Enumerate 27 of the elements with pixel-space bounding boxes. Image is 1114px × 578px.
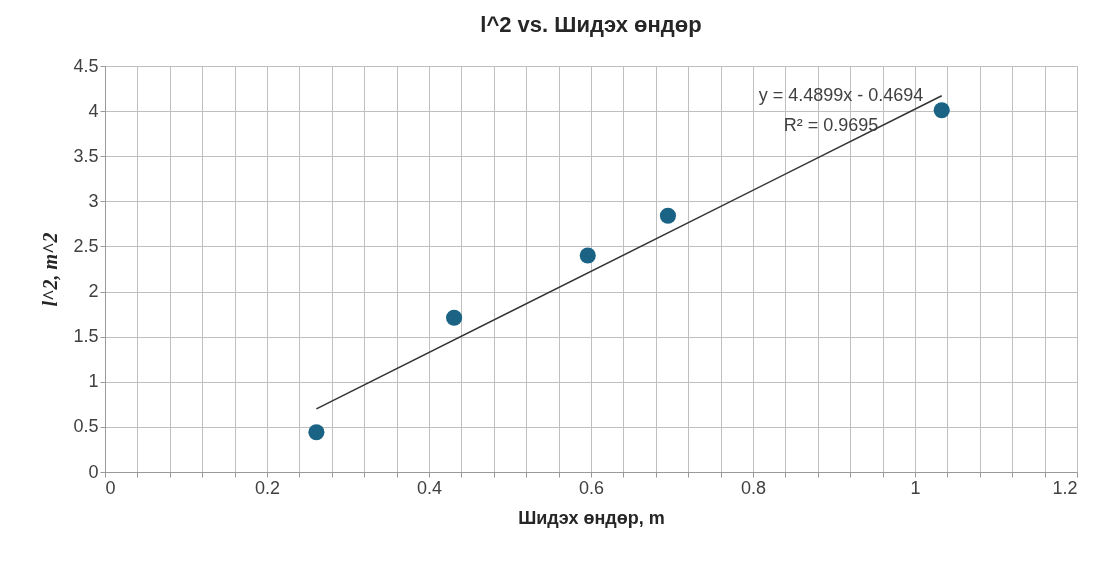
point — [308, 424, 325, 441]
chart-title: l^2 vs. Шидэх өндөр — [480, 12, 702, 37]
y-tick-label: 1.5 — [73, 326, 99, 347]
annotation: R² = 0.9695 — [783, 115, 879, 135]
x-tick-label: 0.4 — [416, 477, 443, 498]
y-tick-label: 4.5 — [73, 55, 99, 76]
x-tick-label: 1 — [910, 477, 921, 498]
y-tick-label: 1 — [88, 371, 99, 392]
point — [933, 102, 950, 119]
y-tick-label: 3 — [88, 190, 99, 211]
y-tick-label: 3.5 — [73, 145, 99, 166]
point — [579, 247, 596, 264]
annotation: y = 4.4899x - 0.4694 — [758, 85, 924, 105]
x-tick-label: 0.8 — [740, 477, 767, 498]
point — [446, 309, 463, 326]
y-tick-label: 2.5 — [73, 235, 99, 256]
x-tick-label: 1.2 — [1052, 477, 1078, 498]
y-tick-label: 0 — [88, 461, 99, 482]
x-tick-label: 0.6 — [578, 477, 605, 498]
point — [659, 207, 677, 224]
y-tick-label: 0.5 — [73, 416, 99, 437]
y-axis-title: l^2, m^2 — [39, 232, 62, 307]
x-tick-label: 0 — [105, 477, 116, 498]
y-tick-label: 2 — [88, 281, 99, 302]
x-tick-label: 0.2 — [254, 477, 281, 498]
y-tick-label: 4 — [88, 100, 99, 121]
x-axis-title: Шидэх өндөр, m — [518, 507, 665, 528]
